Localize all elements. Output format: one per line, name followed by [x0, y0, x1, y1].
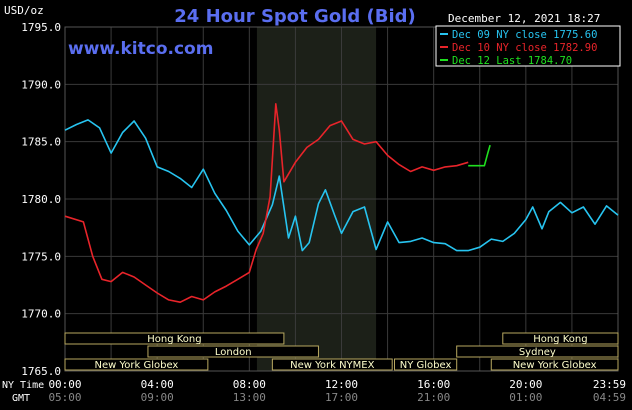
- nytime-tick-label: 16:00: [417, 378, 450, 391]
- session-box: [147, 345, 319, 358]
- nytime-tick-label: 08:00: [233, 378, 266, 391]
- gmt-tick-label: 04:59: [593, 391, 626, 404]
- y-tick-label: 1795.0: [21, 21, 61, 34]
- session-label: New York NYMEX: [290, 360, 375, 371]
- gmt-tick-label: 13:00: [233, 391, 266, 404]
- nytime-tick-label: 00:00: [48, 378, 81, 391]
- session-box: [502, 332, 619, 345]
- legend: Dec 09 NY close 1775.60 Dec 10 NY close …: [435, 25, 621, 67]
- plot-area: Hong Kong London New York Globex New York N…: [64, 26, 619, 372]
- nytime-tick-label: 12:00: [325, 378, 358, 391]
- session-label: New York Globex: [94, 360, 178, 371]
- site-watermark: www.kitco.com: [68, 39, 213, 59]
- legend-label-dec09: Dec 09 NY close 1775.60: [452, 29, 597, 41]
- nytime-tick-label: 23:59: [593, 378, 626, 391]
- session-label: New York Globex: [513, 360, 597, 371]
- session-box: [490, 358, 619, 371]
- legend-label-dec10: Dec 10 NY close 1782.90: [452, 42, 597, 54]
- session-label: London: [215, 347, 252, 358]
- session-label: Hong Kong: [147, 334, 201, 345]
- timestamp: December 12, 2021 18:27: [448, 12, 600, 25]
- session-box: [456, 345, 619, 358]
- legend-box: [435, 25, 621, 67]
- plot-border: [64, 26, 619, 372]
- legend-label-dec12: Dec 12 Last 1784.70: [452, 55, 572, 67]
- session-label: Sydney: [519, 347, 556, 358]
- gmt-tick-label: 17:00: [325, 391, 358, 404]
- y-tick-label: 1770.0: [21, 308, 61, 321]
- gmt-tick-label: 21:00: [417, 391, 450, 404]
- y-tick-label: 1765.0: [21, 365, 61, 378]
- session-box: [64, 358, 209, 371]
- nytime-tick-label: 04:00: [141, 378, 174, 391]
- unit-label: USD/oz: [4, 4, 44, 17]
- gmt-tick-label: 09:00: [141, 391, 174, 404]
- y-tick-label: 1785.0: [21, 136, 61, 149]
- session-label: NY Globex: [400, 360, 452, 371]
- gmt-tick-label: 05:00: [48, 391, 81, 404]
- y-tick-label: 1775.0: [21, 250, 61, 263]
- session-label: Hong Kong: [533, 334, 587, 345]
- session-box: [64, 332, 285, 345]
- gmt-axis-label: GMT: [12, 393, 30, 404]
- nytime-tick-label: 20:00: [509, 378, 542, 391]
- y-tick-label: 1780.0: [21, 193, 61, 206]
- session-box: [271, 358, 393, 371]
- y-tick-label: 1790.0: [21, 78, 61, 91]
- series-line: [64, 119, 619, 252]
- session-box: [393, 358, 458, 371]
- gmt-tick-label: 01:00: [509, 391, 542, 404]
- series-line: [64, 103, 469, 303]
- chart-title: 24 Hour Spot Gold (Bid): [174, 6, 415, 27]
- nytime-axis-label: NY Time: [2, 380, 44, 391]
- series-line: [468, 144, 491, 167]
